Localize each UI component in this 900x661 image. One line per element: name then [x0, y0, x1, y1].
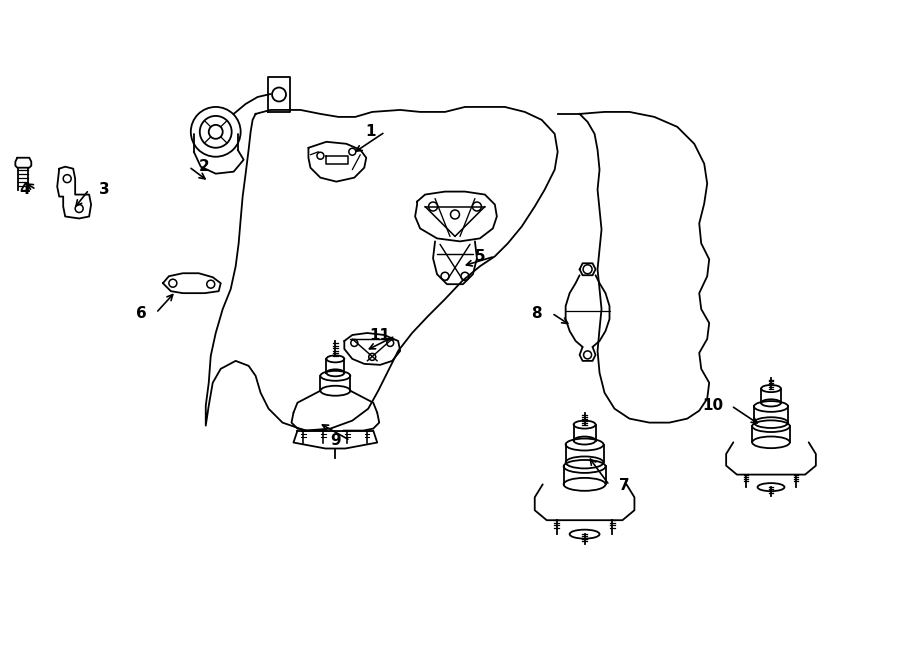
Text: 5: 5 [474, 249, 485, 264]
Text: 1: 1 [365, 124, 375, 139]
Text: 10: 10 [703, 398, 724, 413]
Text: 7: 7 [619, 478, 630, 493]
Text: 4: 4 [19, 182, 30, 197]
Text: 9: 9 [330, 433, 341, 448]
Text: 6: 6 [136, 305, 147, 321]
Text: 2: 2 [198, 159, 209, 175]
Text: 11: 11 [370, 329, 391, 344]
Text: 3: 3 [99, 182, 110, 197]
Text: 8: 8 [531, 305, 542, 321]
